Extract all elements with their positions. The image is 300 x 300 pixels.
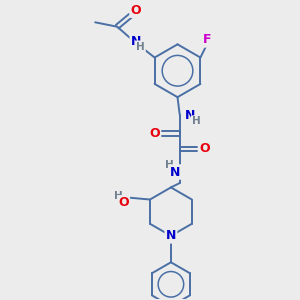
Text: H: H [136,41,145,52]
Text: O: O [149,127,160,140]
Text: O: O [118,196,129,209]
Text: O: O [200,142,210,155]
Text: N: N [131,34,141,47]
Text: H: H [192,116,201,126]
Text: N: N [166,230,176,242]
Text: O: O [130,4,141,17]
Text: N: N [184,110,195,122]
Text: F: F [203,33,211,46]
Text: H: H [165,160,174,170]
Text: N: N [170,166,181,178]
Text: H: H [114,191,122,201]
